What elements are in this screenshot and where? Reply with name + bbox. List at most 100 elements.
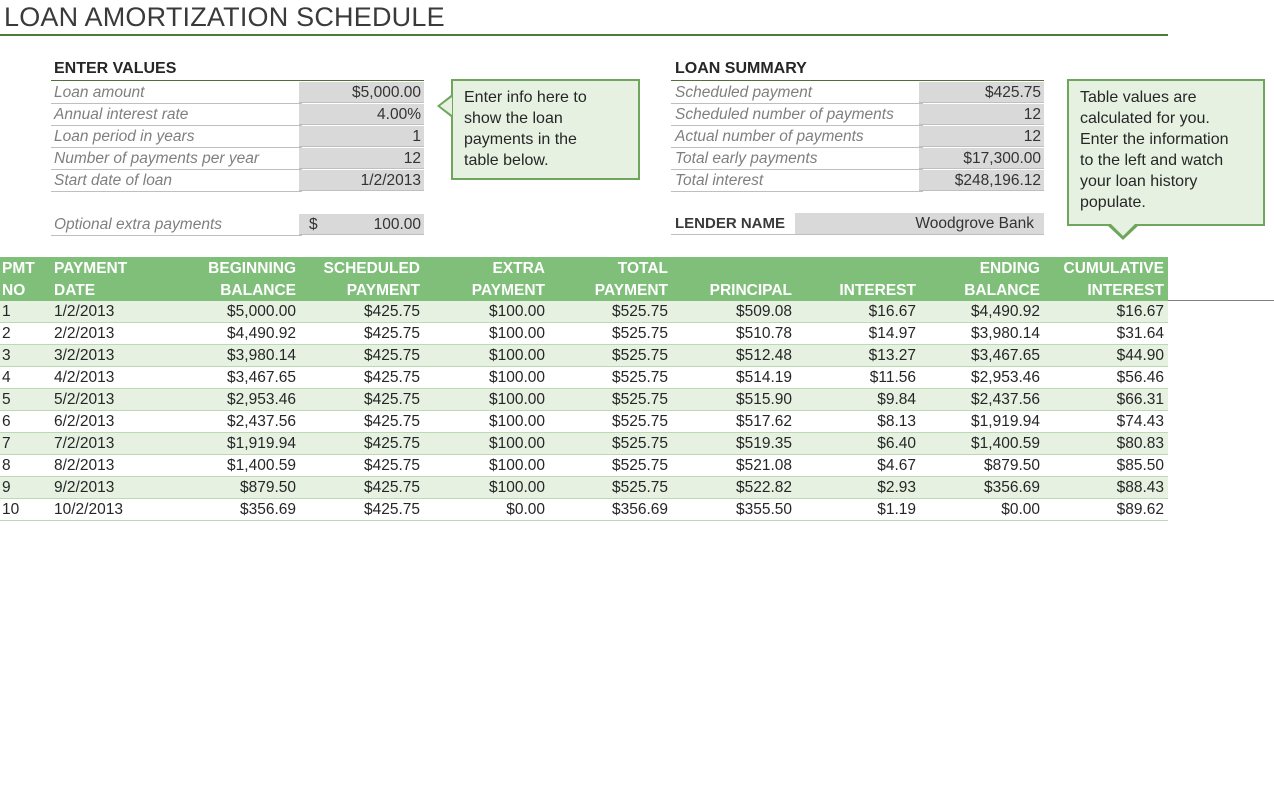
summary-label: Actual number of payments (671, 126, 923, 148)
cell-payment-date: 9/2/2013 (54, 479, 115, 496)
extra-payments-value: 100.00 (373, 216, 421, 233)
cell-payment-date: 4/2/2013 (54, 369, 115, 386)
table-row: 2 2/2/2013 $4,490.92 $425.75 $100.00 $525.75 $… (0, 323, 1168, 345)
table-row: 7 7/2/2013 $1,919.94 $425.75 $100.00 $525.75 $… (0, 433, 1168, 455)
cell-principal: $509.08 (735, 303, 792, 320)
table-row: 1 1/2/2013 $5,000.00 $425.75 $100.00 $525.75 $… (0, 301, 1168, 323)
cell-pmt-no: 9 (2, 479, 11, 496)
input-help-callout: Enter info here to show the loan payment… (437, 79, 640, 180)
cell-principal: $510.78 (735, 325, 792, 342)
table-row: 5 5/2/2013 $2,953.46 $425.75 $100.00 $525.75 $… (0, 389, 1168, 411)
field-label: Start date of loan (51, 170, 302, 192)
cell-total-payment: $525.75 (611, 479, 668, 496)
cell-total-payment: $525.75 (611, 347, 668, 364)
cell-interest: $2.93 (877, 479, 916, 496)
cell-interest: $6.40 (877, 435, 916, 452)
cell-scheduled-payment: $425.75 (363, 369, 420, 386)
interest-rate-input[interactable]: 4.00% (299, 104, 424, 125)
col-interest[interactable]: INTEREST (839, 282, 916, 299)
cell-extra-payment: $100.00 (488, 369, 545, 386)
field-row-start-date: Start date of loan 1/2/2013 (51, 170, 424, 192)
cell-total-payment: $525.75 (611, 369, 668, 386)
cell-principal: $521.08 (735, 457, 792, 474)
cell-scheduled-payment: $425.75 (363, 501, 420, 518)
col-payment-date[interactable]: PAYMENT DATE (54, 260, 128, 299)
cell-beginning-balance: $1,400.59 (227, 457, 296, 474)
cell-extra-payment: $100.00 (488, 325, 545, 342)
cell-principal: $519.35 (735, 435, 792, 452)
cell-payment-date: 8/2/2013 (54, 457, 115, 474)
cell-extra-payment: $100.00 (488, 347, 545, 364)
loan-amount-input[interactable]: $5,000.00 (299, 82, 424, 103)
callout-line: Table values are (1080, 89, 1197, 106)
table-row: 3 3/2/2013 $3,980.14 $425.75 $100.00 $525.75 $… (0, 345, 1168, 367)
col-principal[interactable]: PRINCIPAL (709, 282, 792, 299)
field-label: Loan amount (51, 82, 302, 104)
cell-beginning-balance: $1,919.94 (227, 435, 296, 452)
cell-cumulative-interest: $31.64 (1116, 325, 1164, 342)
cell-beginning-balance: $3,467.65 (227, 369, 296, 386)
start-date-input[interactable]: 1/2/2013 (299, 170, 424, 191)
cell-cumulative-interest: $88.43 (1116, 479, 1164, 496)
summary-value: 12 (919, 104, 1044, 125)
field-label: Number of payments per year (51, 148, 302, 170)
cell-scheduled-payment: $425.75 (363, 347, 420, 364)
cell-interest: $14.97 (868, 325, 916, 342)
cell-cumulative-interest: $74.43 (1116, 413, 1164, 430)
cell-extra-payment: $100.00 (488, 391, 545, 408)
cell-cumulative-interest: $80.83 (1116, 435, 1164, 452)
cell-pmt-no: 6 (2, 413, 11, 430)
table-help-callout: Table values are calculated for you. Ent… (1067, 79, 1265, 240)
cell-payment-date: 7/2/2013 (54, 435, 115, 452)
col-beginning-balance[interactable]: BEGINNING BALANCE (208, 260, 296, 299)
cell-scheduled-payment: $425.75 (363, 303, 420, 320)
cell-cumulative-interest: $66.31 (1116, 391, 1164, 408)
summary-row-scheduled-payment: Scheduled payment $425.75 (671, 82, 1044, 104)
cell-pmt-no: 2 (2, 325, 11, 342)
col-cumulative-interest[interactable]: CUMULATIVE INTEREST (1063, 260, 1164, 299)
summary-label: Scheduled number of payments (671, 104, 923, 126)
lender-name-input[interactable]: Woodgrove Bank (795, 213, 1044, 235)
summary-value: $17,300.00 (919, 148, 1044, 169)
callout-line: payments in the (464, 131, 577, 148)
summary-value: 12 (919, 126, 1044, 147)
table-row: 9 9/2/2013 $879.50 $425.75 $100.00 $525.75 $52… (0, 477, 1168, 499)
title-divider (0, 34, 1168, 36)
cell-cumulative-interest: $85.50 (1116, 457, 1164, 474)
table-row: 4 4/2/2013 $3,467.65 $425.75 $100.00 $525.75 $… (0, 367, 1168, 389)
cell-pmt-no: 5 (2, 391, 11, 408)
col-ending-balance[interactable]: ENDING BALANCE (964, 260, 1040, 299)
field-row-payments-per-year: Number of payments per year 12 (51, 148, 424, 170)
callout-pointer (1107, 223, 1139, 240)
cell-scheduled-payment: $425.75 (363, 479, 420, 496)
summary-value: $248,196.12 (919, 170, 1044, 191)
cell-total-payment: $525.75 (611, 435, 668, 452)
cell-ending-balance: $0.00 (1001, 501, 1040, 518)
col-total-payment[interactable]: TOTAL PAYMENT (594, 260, 668, 299)
table-row: 10 10/2/2013 $356.69 $425.75 $0.00 $356.69 $35… (0, 499, 1168, 521)
callout-line: table below. (464, 152, 549, 169)
cell-pmt-no: 1 (2, 303, 11, 320)
col-extra-payment[interactable]: EXTRA PAYMENT (471, 260, 545, 299)
callout-line: to the left and watch (1080, 152, 1224, 169)
col-scheduled-payment[interactable]: SCHEDULED PAYMENT (323, 260, 420, 299)
cell-ending-balance: $1,919.94 (971, 413, 1040, 430)
col-pmt-no[interactable]: PMT NO (2, 260, 35, 299)
loan-period-input[interactable]: 1 (299, 126, 424, 147)
cell-extra-payment: $100.00 (488, 479, 545, 496)
cell-beginning-balance: $2,437.56 (227, 413, 296, 430)
extra-payments-input[interactable]: $ 100.00 (299, 214, 424, 235)
cell-beginning-balance: $356.69 (239, 501, 296, 518)
cell-interest: $1.19 (877, 501, 916, 518)
cell-principal: $514.19 (735, 369, 792, 386)
callout-line: show the loan (464, 110, 563, 127)
summary-label: Total early payments (671, 148, 923, 170)
currency-symbol: $ (309, 216, 318, 233)
enter-values-heading: ENTER VALUES (54, 60, 177, 77)
summary-row-scheduled-number: Scheduled number of payments 12 (671, 104, 1044, 126)
lender-row: LENDER NAME Woodgrove Bank (671, 213, 1044, 236)
cell-total-payment: $525.75 (611, 303, 668, 320)
payments-per-year-input[interactable]: 12 (299, 148, 424, 169)
cell-pmt-no: 10 (2, 501, 20, 518)
cell-principal: $517.62 (735, 413, 792, 430)
